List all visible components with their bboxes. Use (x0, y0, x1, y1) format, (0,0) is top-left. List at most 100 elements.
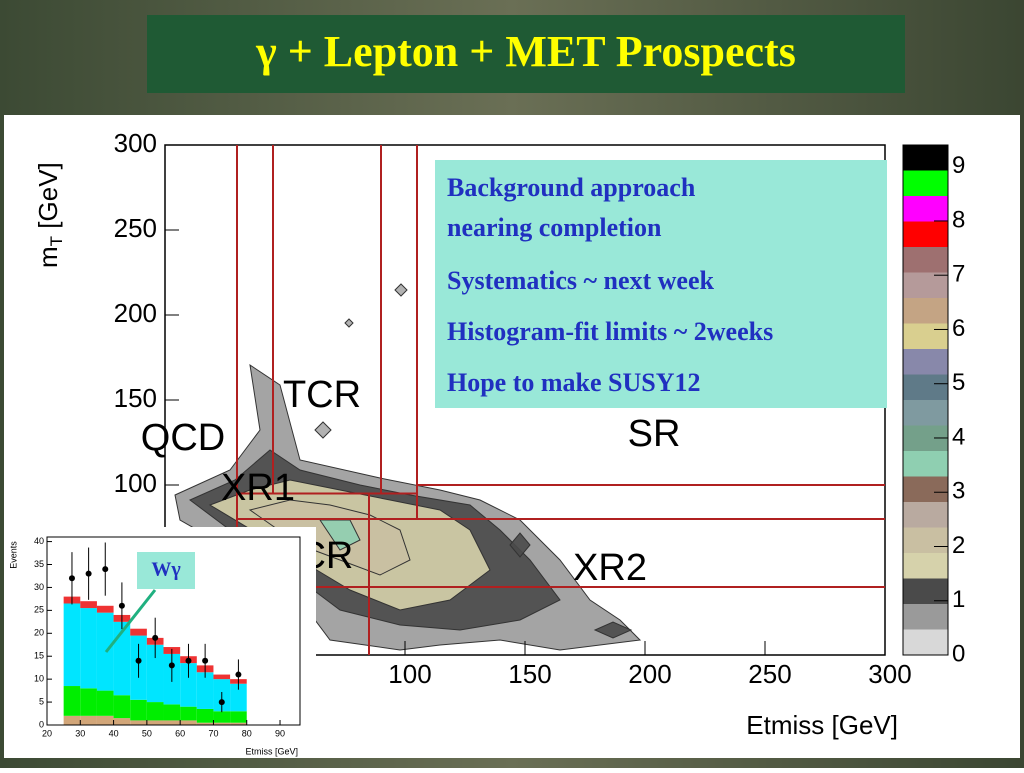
histogram-segment (180, 663, 197, 707)
histogram-segment (80, 601, 97, 609)
x-tick-label: 300 (868, 659, 911, 689)
x-tick-label: 70 (208, 728, 218, 738)
data-point (118, 602, 125, 609)
x-tick-label: 250 (748, 659, 791, 689)
histogram-segment (230, 711, 247, 723)
inset-chart: 20 30 40 50 60 70 80 90 0 5 10 15 20 25 30 35 40 Etmiss [… (4, 527, 316, 758)
colorbar-cell (903, 221, 948, 247)
histogram-segment (63, 686, 81, 716)
title: γ + Lepton + MET Prospects (255, 27, 796, 76)
y-tick-label: 25 (34, 605, 44, 615)
data-point (235, 671, 242, 678)
y-tick-label: 250 (114, 213, 157, 243)
notes: Background approach nearing completion Sys… (447, 173, 773, 397)
z-tick-label: 5 (952, 369, 965, 396)
histogram-segment (80, 608, 97, 689)
y-tick-label: 15 (34, 651, 44, 661)
y-tick-label: 200 (114, 298, 157, 328)
x-tick-label: 60 (175, 728, 185, 738)
note: Systematics ~ next week (447, 266, 715, 295)
region-label: QCD (141, 417, 225, 459)
y-axis-label-part: [GeV] (33, 162, 63, 236)
colorbar-cell (903, 247, 948, 273)
y-tick-label: 0 (39, 719, 44, 729)
notes-box (435, 160, 887, 408)
histogram-segment (196, 672, 214, 709)
colorbar-cell (903, 374, 948, 400)
note: Background approach nearing completion (447, 173, 696, 242)
colorbar-cell (903, 578, 948, 604)
annotation-box (137, 552, 195, 589)
y-axis-label-part: T (47, 236, 66, 246)
data-point (218, 699, 225, 706)
x-tick-label: 90 (275, 728, 285, 738)
z-tick-label: 3 (952, 478, 965, 505)
y-axis-label-part: m (33, 246, 63, 268)
colorbar-cell (903, 170, 948, 196)
y-axis-label: Events (8, 541, 18, 569)
z-tick-label: 8 (952, 206, 965, 233)
x-tick-label: 30 (75, 728, 85, 738)
z-tick-label: 2 (952, 532, 965, 559)
colorbar-cell (903, 502, 948, 528)
z-tick-label: 6 (952, 315, 965, 342)
histogram-segment (230, 722, 247, 725)
annotation: Wγ (151, 559, 181, 581)
histogram-segment (213, 711, 231, 723)
y-tick-label: 100 (114, 468, 157, 498)
histogram-segment (130, 720, 147, 725)
z-tick-label: 9 (952, 152, 965, 179)
colorbar-cell (903, 476, 948, 502)
y-axis-label: mT [GeV] (33, 162, 67, 268)
histogram-segment (213, 674, 231, 680)
x-tick-label: 80 (242, 728, 252, 738)
z-tick-label: 4 (952, 423, 965, 450)
histogram-segment (196, 708, 214, 723)
x-tick-label: 150 (508, 659, 551, 689)
y-tick-label: 20 (34, 628, 44, 638)
histogram-segment (130, 699, 147, 721)
histogram-segment (196, 722, 214, 725)
histogram-segment (180, 720, 197, 725)
x-axis-label: Etmiss [GeV] (245, 746, 298, 756)
histogram-segment (146, 702, 164, 721)
histogram-segment (163, 720, 181, 725)
data-point (202, 657, 209, 664)
z-tick-label: 1 (952, 586, 965, 613)
histogram-segment (113, 695, 131, 719)
histogram-segment (180, 706, 197, 721)
histogram-segment (163, 704, 181, 721)
histogram-segment (96, 605, 114, 613)
y-tick-label: 10 (34, 674, 44, 684)
data-point (85, 570, 92, 577)
histogram-segment (80, 688, 97, 716)
histogram-segment (96, 715, 114, 725)
x-tick-label: 20 (42, 728, 52, 738)
note: Hope to make SUSY12 (447, 368, 701, 397)
note-line: Background approach (447, 173, 696, 202)
histogram-segment (230, 683, 247, 712)
data-point (152, 634, 159, 641)
colorbar-cell (903, 298, 948, 324)
x-tick-label: 100 (388, 659, 431, 689)
histogram-segment (130, 628, 147, 636)
colorbar-cell (903, 272, 948, 298)
colorbar-cell (903, 629, 948, 655)
x-tick-label: 40 (109, 728, 119, 738)
colorbar-cell (903, 553, 948, 579)
region-label: TCR (283, 374, 361, 416)
y-tick-label: 30 (34, 582, 44, 592)
region-label: SR (628, 413, 681, 455)
histogram-segment (146, 720, 164, 725)
colorbar-cell (903, 527, 948, 553)
histogram-segment (113, 718, 131, 725)
data-point (102, 566, 109, 573)
colorbar-cell (903, 451, 948, 477)
y-tick-label: 300 (114, 128, 157, 158)
colorbar-cell (903, 604, 948, 630)
histogram-segment (80, 715, 97, 725)
y-tick-label: 35 (34, 559, 44, 569)
z-tick-label: 7 (952, 261, 965, 288)
